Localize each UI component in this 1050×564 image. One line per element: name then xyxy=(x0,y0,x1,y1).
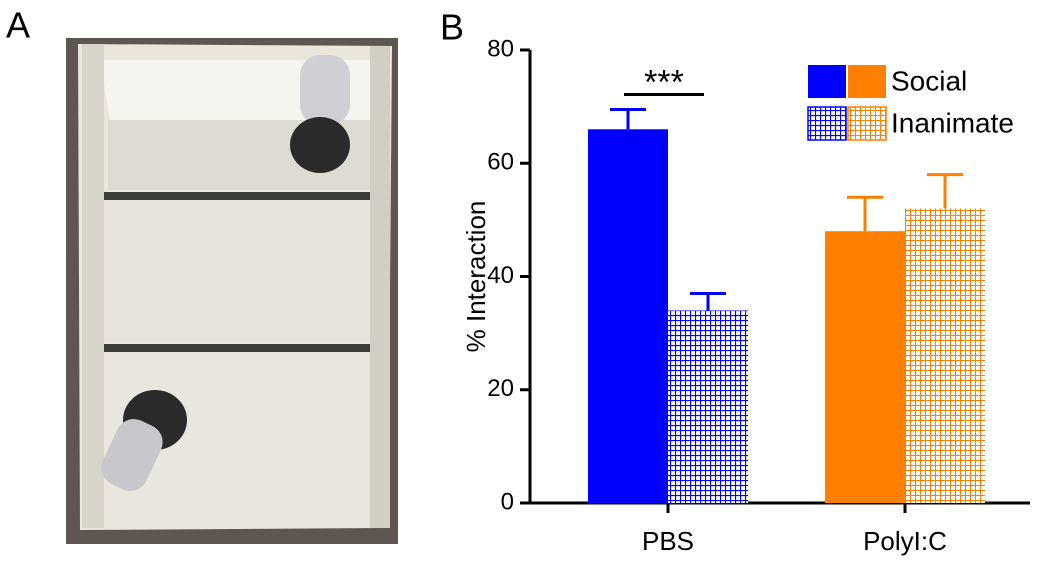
y-tick-label: 20 xyxy=(487,375,514,402)
bar xyxy=(905,208,985,504)
panel-label: A xyxy=(6,5,30,46)
legend-swatch xyxy=(847,106,887,141)
bar xyxy=(825,231,905,503)
bar xyxy=(668,310,748,503)
legend-label: Inanimate xyxy=(891,107,1014,138)
legend-swatch xyxy=(848,65,886,98)
y-tick-label: 60 xyxy=(487,149,514,176)
y-tick-label: 0 xyxy=(501,488,514,515)
y-tick-label: 40 xyxy=(487,262,514,289)
significance-label: *** xyxy=(644,63,684,101)
x-tick-label: PolyI:C xyxy=(863,526,947,556)
photo xyxy=(66,38,398,544)
legend-swatch xyxy=(807,106,847,141)
y-axis-label: % Interaction xyxy=(461,201,491,353)
y-tick-label: 80 xyxy=(487,35,514,62)
x-tick-label: PBS xyxy=(642,526,694,556)
panel-label: B xyxy=(440,7,464,48)
legend-label: Social xyxy=(891,65,967,96)
bar xyxy=(588,129,668,503)
legend-swatch xyxy=(808,65,846,98)
